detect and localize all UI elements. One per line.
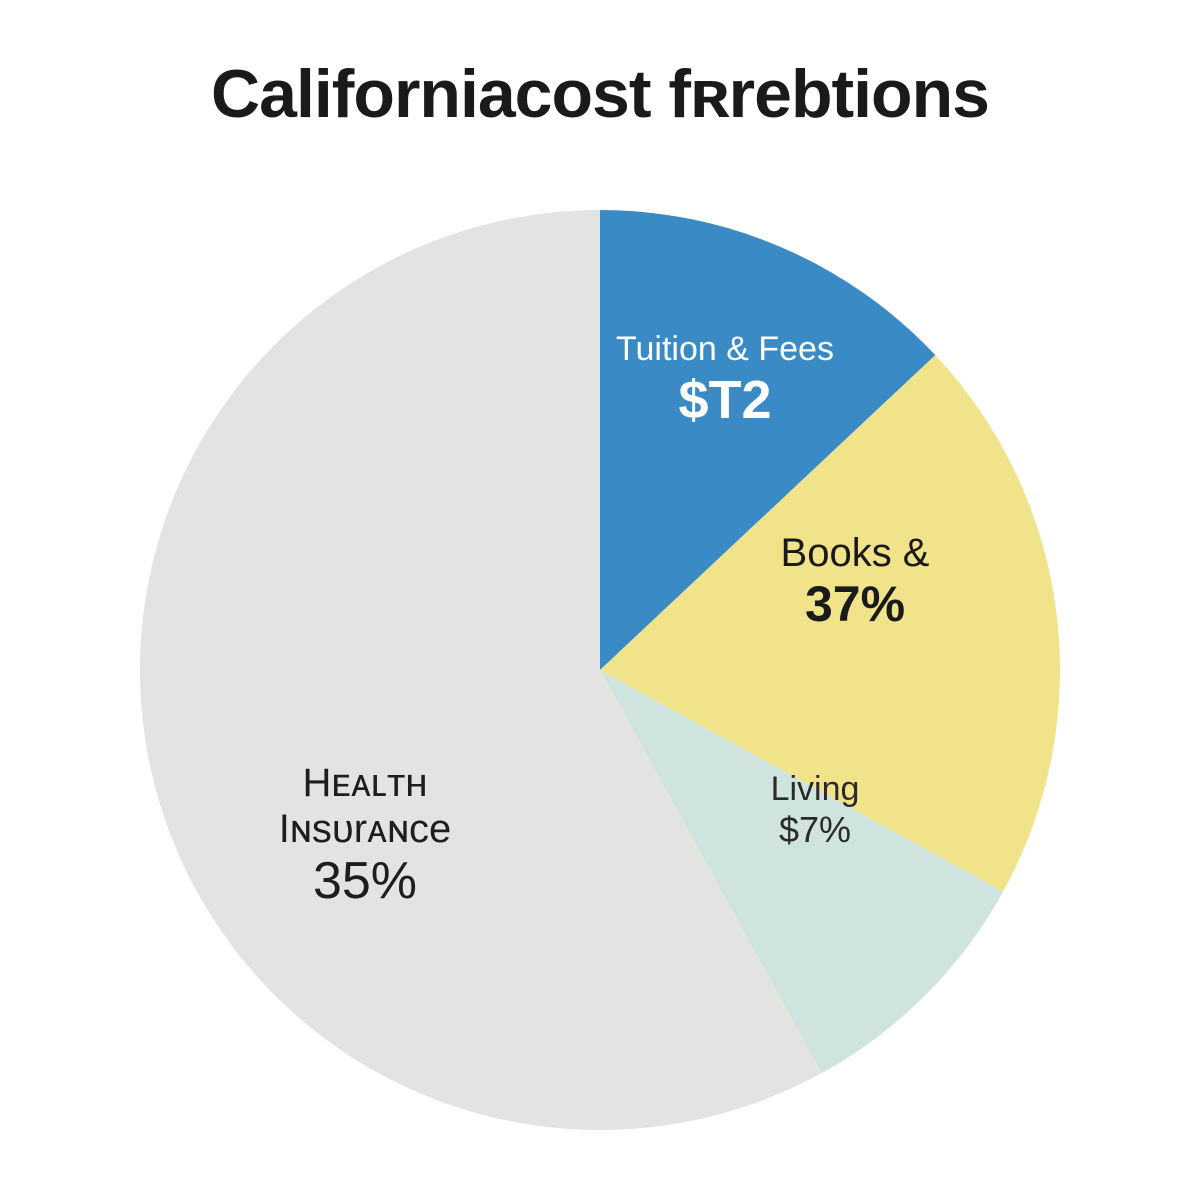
pie-chart: Tuition & Fees $T2 Books & 37% Living $7…: [95, 200, 1105, 1140]
chart-title: Californiacost fʀrebtions: [0, 55, 1200, 133]
chart-container: Californiacost fʀrebtions Tuition & Fees…: [0, 0, 1200, 1200]
